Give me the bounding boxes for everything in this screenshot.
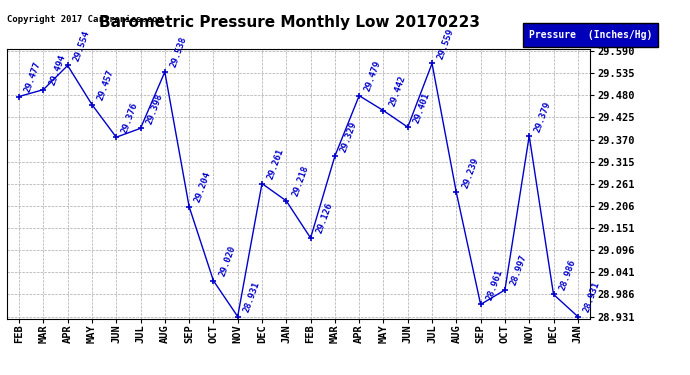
Text: 29.559: 29.559 [436,27,455,61]
Text: 29.126: 29.126 [315,202,334,235]
Text: 29.376: 29.376 [120,101,140,134]
Text: 29.479: 29.479 [364,60,383,93]
Text: 29.398: 29.398 [145,92,164,126]
Text: 29.494: 29.494 [48,54,67,87]
Text: 29.554: 29.554 [72,29,91,63]
Text: Copyright 2017 Cartronics.com: Copyright 2017 Cartronics.com [7,15,163,24]
Text: 29.261: 29.261 [266,147,286,181]
Text: 29.477: 29.477 [23,60,43,94]
Text: Barometric Pressure Monthly Low 20170223: Barometric Pressure Monthly Low 20170223 [99,15,480,30]
Text: 29.020: 29.020 [217,244,237,278]
Text: 29.442: 29.442 [388,75,407,108]
Text: 29.218: 29.218 [290,165,310,198]
Text: 28.931: 28.931 [582,280,602,314]
Text: 28.986: 28.986 [558,258,577,292]
Text: 28.997: 28.997 [509,254,529,287]
Text: 29.401: 29.401 [412,91,431,124]
Text: 29.538: 29.538 [169,36,188,69]
Text: Pressure  (Inches/Hg): Pressure (Inches/Hg) [529,30,652,40]
Text: 29.379: 29.379 [533,100,553,133]
Text: 29.204: 29.204 [193,170,213,204]
Text: 28.931: 28.931 [242,280,262,314]
Text: 29.239: 29.239 [460,156,480,190]
Text: 29.329: 29.329 [339,120,359,153]
Text: 28.961: 28.961 [485,268,504,302]
Text: 29.457: 29.457 [96,68,116,102]
